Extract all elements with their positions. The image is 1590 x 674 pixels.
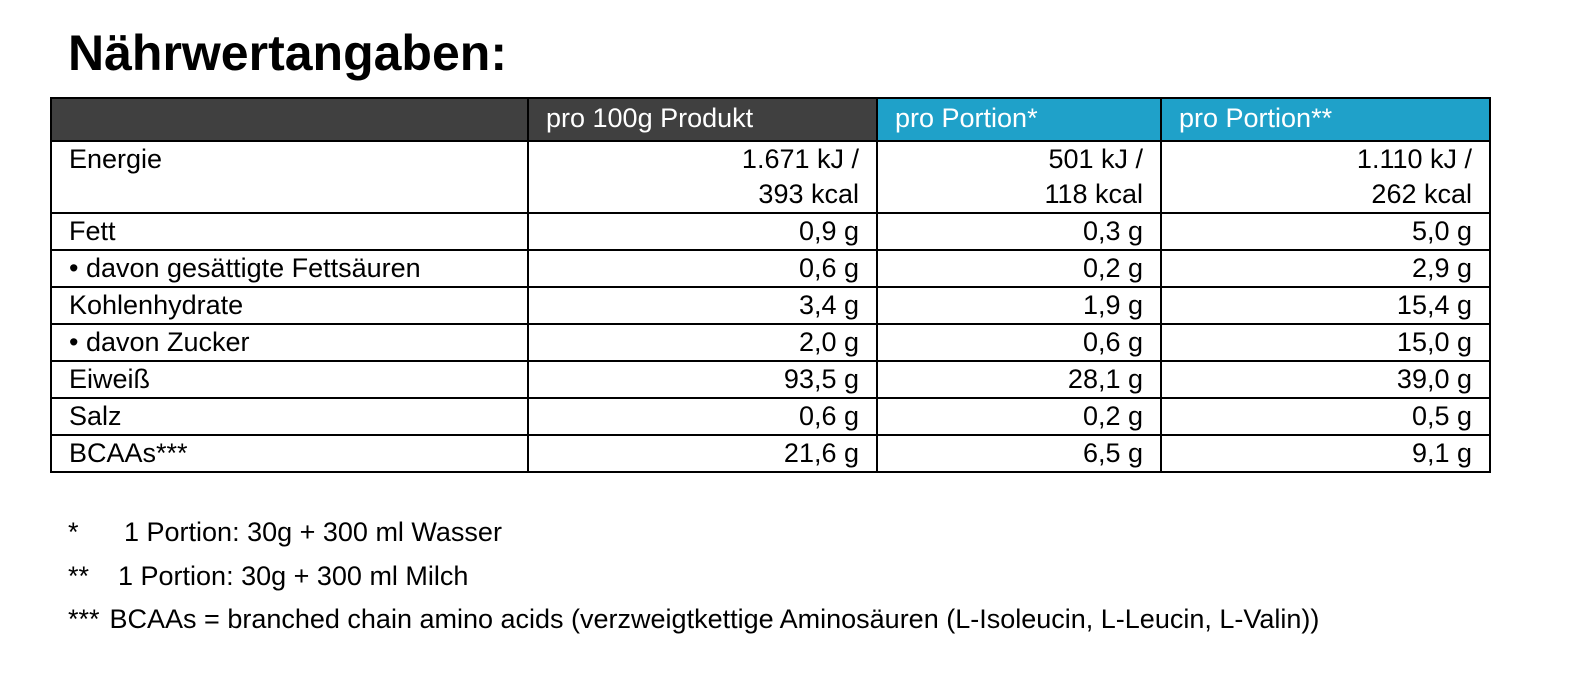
value-cell: 1,9 g xyxy=(876,286,1162,325)
value-line: 1.110 kJ / xyxy=(1356,144,1472,174)
row-label: Kohlenhydrate xyxy=(50,286,529,325)
value-cell: 39,0 g xyxy=(1160,360,1491,399)
value-cell: 0,3 g xyxy=(876,212,1162,251)
footnote: ** 1 Portion: 30g + 300 ml Milch xyxy=(68,560,468,592)
value-cell: 0,6 g xyxy=(876,323,1162,362)
footnote-marker: *** xyxy=(68,604,100,634)
value-cell: 15,4 g xyxy=(1160,286,1491,325)
footnote: *** BCAAs = branched chain amino acids (v… xyxy=(68,603,1319,635)
value-cell: 1.110 kJ / 262 kcal xyxy=(1160,140,1491,214)
row-label: Salz xyxy=(50,397,529,436)
table-row: Kohlenhydrate 3,4 g 1,9 g 15,4 g xyxy=(50,286,1491,325)
value-cell: 501 kJ / 118 kcal xyxy=(876,140,1162,214)
value-cell: 0,6 g xyxy=(527,397,878,436)
title: Nährwertangaben: xyxy=(68,25,507,81)
value-cell: 2,0 g xyxy=(527,323,878,362)
row-label: • davon Zucker xyxy=(50,323,529,362)
table-row: Salz 0,6 g 0,2 g 0,5 g xyxy=(50,397,1491,436)
footnote-text: 1 Portion: 30g + 300 ml Wasser xyxy=(124,517,502,547)
nutrition-table: pro 100g Produkt pro Portion* pro Portion*… xyxy=(50,97,1491,473)
table-row: • davon Zucker 2,0 g 0,6 g 15,0 g xyxy=(50,323,1491,362)
row-label: Energie xyxy=(50,140,529,214)
value-line: 393 kcal xyxy=(758,179,859,209)
footnote-text: BCAAs = branched chain amino acids (verz… xyxy=(109,604,1320,634)
header-cell: pro 100g Produkt xyxy=(527,97,878,142)
value-cell: 5,0 g xyxy=(1160,212,1491,251)
value-cell: 0,5 g xyxy=(1160,397,1491,436)
value-cell: 0,2 g xyxy=(876,397,1162,436)
value-cell: 9,1 g xyxy=(1160,434,1491,473)
table-row: Eiweiß 93,5 g 28,1 g 39,0 g xyxy=(50,360,1491,399)
value-cell: 3,4 g xyxy=(527,286,878,325)
value-cell: 93,5 g xyxy=(527,360,878,399)
header-cell: pro Portion* xyxy=(876,97,1162,142)
value-cell: 1.671 kJ / 393 kcal xyxy=(527,140,878,214)
row-label: BCAAs*** xyxy=(50,434,529,473)
table-row: Energie 1.671 kJ / 393 kcal 501 kJ / 118 kca… xyxy=(50,140,1491,214)
value-cell: 15,0 g xyxy=(1160,323,1491,362)
header-cell: pro Portion** xyxy=(1160,97,1491,142)
value-line: 1.671 kJ / xyxy=(741,144,859,174)
value-cell: 6,5 g xyxy=(876,434,1162,473)
value-cell: 0,2 g xyxy=(876,249,1162,288)
footnote: * 1 Portion: 30g + 300 ml Wasser xyxy=(68,516,502,548)
value-cell: 28,1 g xyxy=(876,360,1162,399)
footnote-marker: * xyxy=(68,517,79,547)
value-cell: 0,9 g xyxy=(527,212,878,251)
footnote-marker: ** xyxy=(68,561,90,591)
value-cell: 0,6 g xyxy=(527,249,878,288)
table-row: BCAAs*** 21,6 g 6,5 g 9,1 g xyxy=(50,434,1491,473)
header-cell xyxy=(50,97,529,142)
row-label: • davon gesättigte Fettsäuren xyxy=(50,249,529,288)
row-label: Fett xyxy=(50,212,529,251)
value-line: 118 kcal xyxy=(1044,179,1143,209)
value-cell: 2,9 g xyxy=(1160,249,1491,288)
footnote-text: 1 Portion: 30g + 300 ml Milch xyxy=(118,561,469,591)
row-label: Eiweiß xyxy=(50,360,529,399)
value-cell: 21,6 g xyxy=(527,434,878,473)
table-row: Fett 0,9 g 0,3 g 5,0 g xyxy=(50,212,1491,251)
header-row: pro 100g Produkt pro Portion* pro Portion*… xyxy=(50,97,1491,142)
value-line: 501 kJ / xyxy=(1048,144,1143,174)
value-line: 262 kcal xyxy=(1371,179,1472,209)
